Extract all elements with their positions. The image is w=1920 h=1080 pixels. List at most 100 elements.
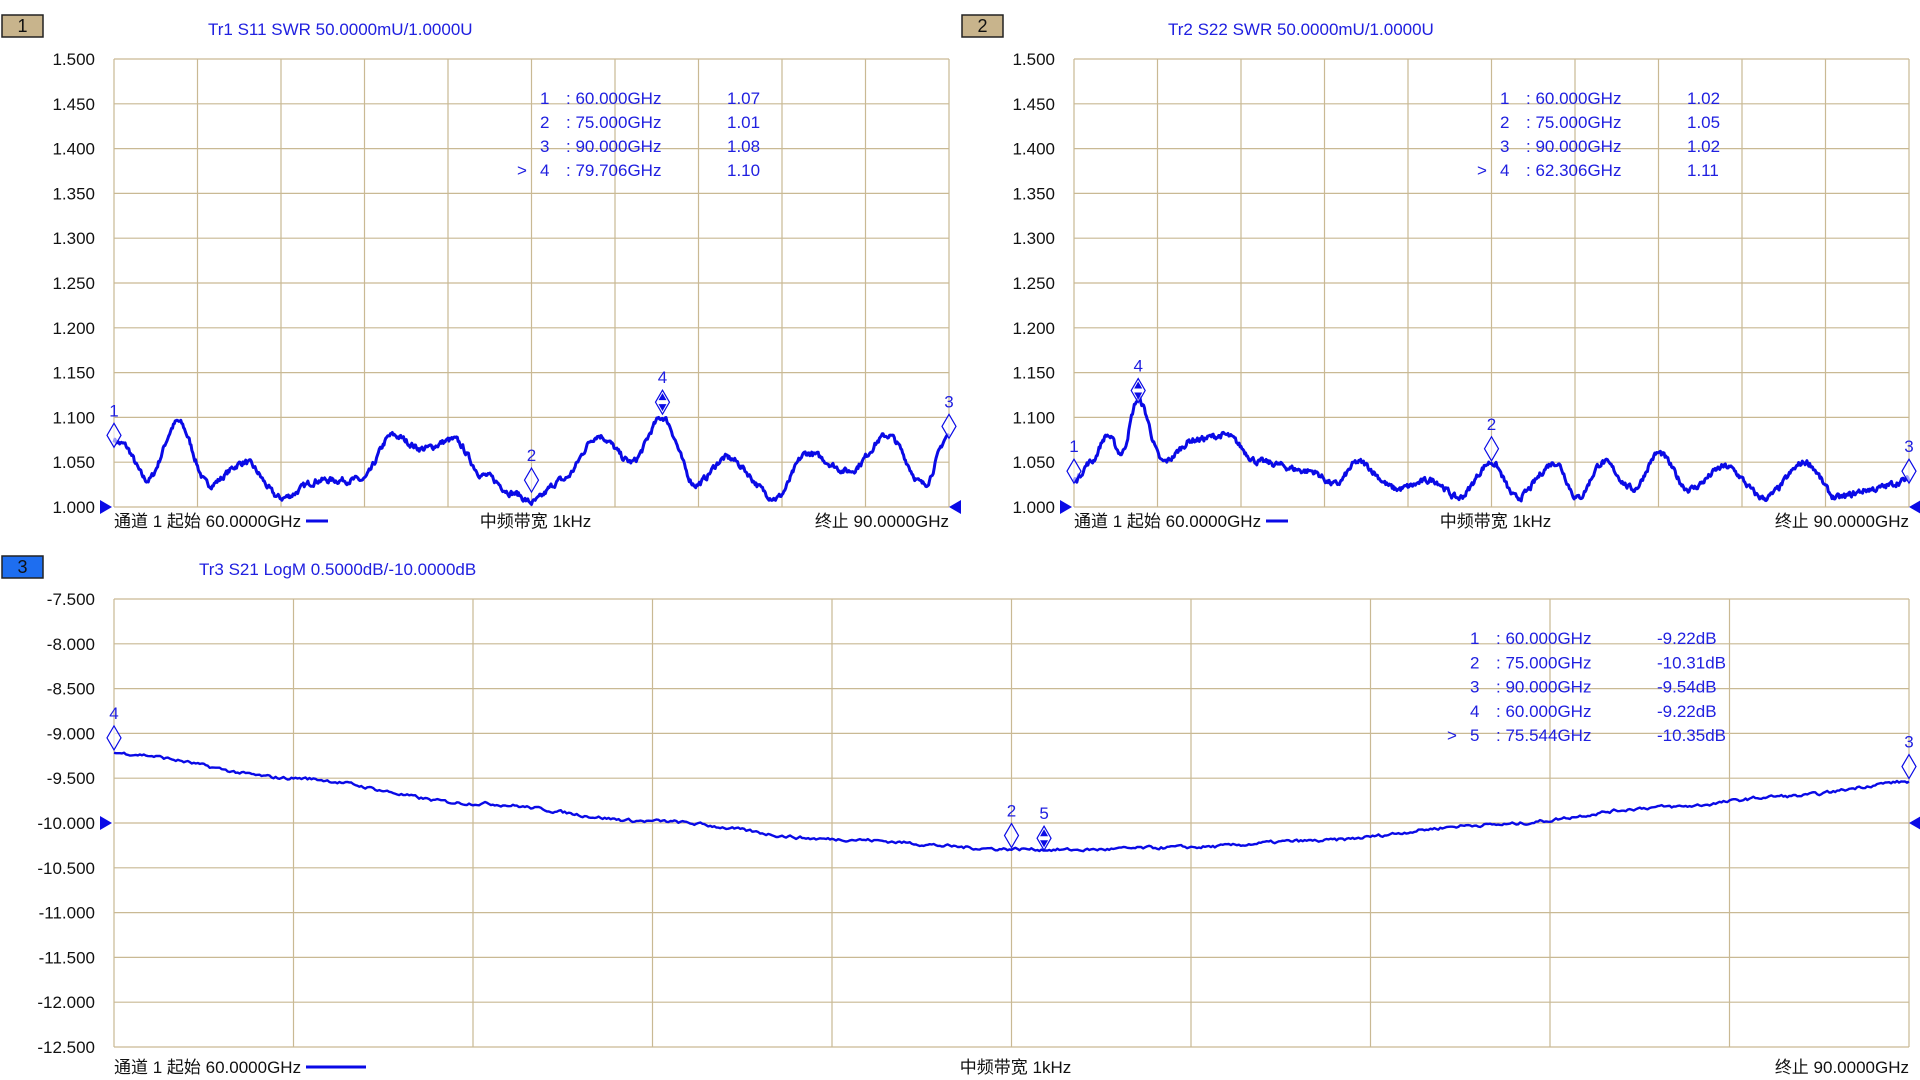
marker-active-up-icon [1134,381,1143,389]
active-marker-indicator: > [1477,161,1487,180]
marker-diamond-icon[interactable] [1036,825,1052,852]
marker-diamond-icon[interactable] [1901,753,1917,780]
marker-table-id: 5 [1470,726,1479,745]
marker-table-frequency: : 60.000GHz [566,89,661,108]
trace-badge-label[interactable]: 2 [977,16,987,36]
marker-diamond-icon[interactable] [654,388,671,416]
marker-5[interactable]: 5 [1036,804,1052,852]
marker-table-id: 1 [540,89,549,108]
reference-level-right-icon[interactable] [1909,500,1920,514]
marker-table-id: 3 [1470,678,1479,697]
trace-panel-3: 3 Tr3 S21 LogM 0.5000dB/-10.0000dB -7.500 -… [1,555,1920,1077]
marker-table-value: 1.02 [1687,137,1720,156]
y-tick-label: 1.500 [1012,50,1055,69]
marker-active-up-icon [658,393,667,401]
footer-stop-frequency: 终止 90.0000GHz [815,512,949,531]
footer-stop-frequency: 终止 90.0000GHz [1775,512,1909,531]
marker-table-row: >4 : 62.306GHz 1.11 [1477,161,1719,180]
trace-badge[interactable] [961,14,1004,38]
marker-diamond-icon[interactable] [1066,457,1082,485]
y-tick-label: 1.200 [52,319,95,338]
marker-table-frequency: : 75.544GHz [1496,726,1591,745]
reference-level-right-icon[interactable] [949,500,961,514]
marker-table-row: 4: 60.000GHz -9.22dB [1470,702,1717,721]
marker-diamond-icon[interactable] [106,422,122,449]
marker-table-id: 3 [1500,137,1509,156]
marker-2[interactable]: 2 [523,446,540,494]
marker-table-row: 1 : 60.000GHz 1.07 [540,89,760,108]
marker-number-label: 1 [109,401,118,420]
marker-table-frequency: : 62.306GHz [1526,161,1621,180]
marker-diamond-icon[interactable] [523,466,540,494]
marker-diamond-icon[interactable] [1901,457,1917,485]
reference-level-left-icon[interactable] [1060,500,1072,514]
marker-number-label: 2 [1007,802,1016,821]
trace-badge[interactable] [1,14,44,38]
y-tick-label: 1.300 [1012,229,1055,248]
trace-badge[interactable] [1,555,44,579]
marker-diamond-icon[interactable] [1003,822,1020,849]
marker-3[interactable]: 3 [941,392,957,440]
marker-table-frequency: : 75.000GHz [1496,653,1591,672]
marker-number-label: 3 [1904,733,1913,752]
trace-line [113,751,1910,853]
marker-1[interactable]: 1 [1066,437,1082,485]
y-tick-label: 1.250 [1012,274,1055,293]
marker-table-frequency: : 60.000GHz [1496,702,1591,721]
marker-diamond-icon[interactable] [1130,377,1146,404]
marker-table-frequency: : 79.706GHz [566,161,661,180]
marker-table-frequency: : 75.000GHz [566,113,661,132]
marker-table-value: 1.05 [1687,113,1720,132]
marker-table-value: -9.54dB [1657,678,1717,697]
marker-table-frequency: : 60.000GHz [1526,89,1621,108]
marker-table-id: 2 [1470,653,1479,672]
marker-number-label: 4 [658,368,667,387]
marker-active-down-icon [1040,840,1049,848]
marker-number-label: 3 [944,392,953,411]
marker-table-id: 4 [540,161,549,180]
marker-table-row: >4: 79.706GHz 1.10 [517,161,760,180]
trace-badge-label[interactable]: 3 [17,557,27,577]
marker-table-value: -9.22dB [1657,629,1717,648]
trace-title: Tr2 S22 SWR 50.0000mU/1.0000U [1168,20,1434,39]
y-tick-label: 1.400 [1012,140,1055,159]
marker-number-label: 1 [1069,437,1078,456]
y-tick-label: -10.000 [37,814,95,833]
marker-table-id: 4 [1500,161,1509,180]
marker-table-id: 1 [1500,89,1509,108]
y-tick-label: 1.050 [1012,453,1055,472]
marker-3[interactable]: 3 [1901,733,1917,780]
marker-diamond-icon[interactable] [941,413,957,440]
y-tick-label: -12.000 [37,993,95,1012]
marker-2[interactable]: 2 [1483,415,1500,462]
y-tick-label: 1.100 [52,408,95,427]
reference-level-left-icon[interactable] [100,816,112,830]
marker-2[interactable]: 2 [1003,802,1020,849]
marker-4[interactable]: 4 [1130,357,1146,404]
marker-active-down-icon [1134,392,1143,400]
trace-badge-label[interactable]: 1 [17,16,27,36]
y-tick-label: -8.500 [47,680,95,699]
y-tick-label: 1.000 [52,498,95,517]
marker-1[interactable]: 1 [106,401,122,449]
reference-level-left-icon[interactable] [100,500,112,514]
marker-4[interactable]: 4 [106,704,122,752]
marker-table-value: 1.01 [727,113,760,132]
reference-level-right-icon[interactable] [1909,816,1920,830]
marker-table-value: 1.11 [1687,161,1719,180]
trace-title: Tr3 S21 LogM 0.5000dB/-10.0000dB [199,560,476,579]
y-tick-label: -11.500 [39,948,95,967]
marker-table-value: 1.07 [727,89,760,108]
marker-table-row: >5: 75.544GHz -10.35dB [1447,726,1726,745]
y-tick-label: 1.500 [52,50,95,69]
marker-diamond-icon[interactable] [1483,435,1500,462]
marker-3[interactable]: 3 [1901,437,1917,485]
marker-table-row: 2: 75.000GHz 1.05 [1500,113,1720,132]
marker-diamond-icon[interactable] [106,724,122,752]
marker-4[interactable]: 4 [654,368,671,416]
marker-table-value: -10.31dB [1657,653,1726,672]
footer-stop-frequency: 终止 90.0000GHz [1775,1058,1909,1077]
marker-table-id: 2 [540,113,549,132]
marker-table-id: 2 [1500,113,1509,132]
marker-table-id: 3 [540,137,549,156]
